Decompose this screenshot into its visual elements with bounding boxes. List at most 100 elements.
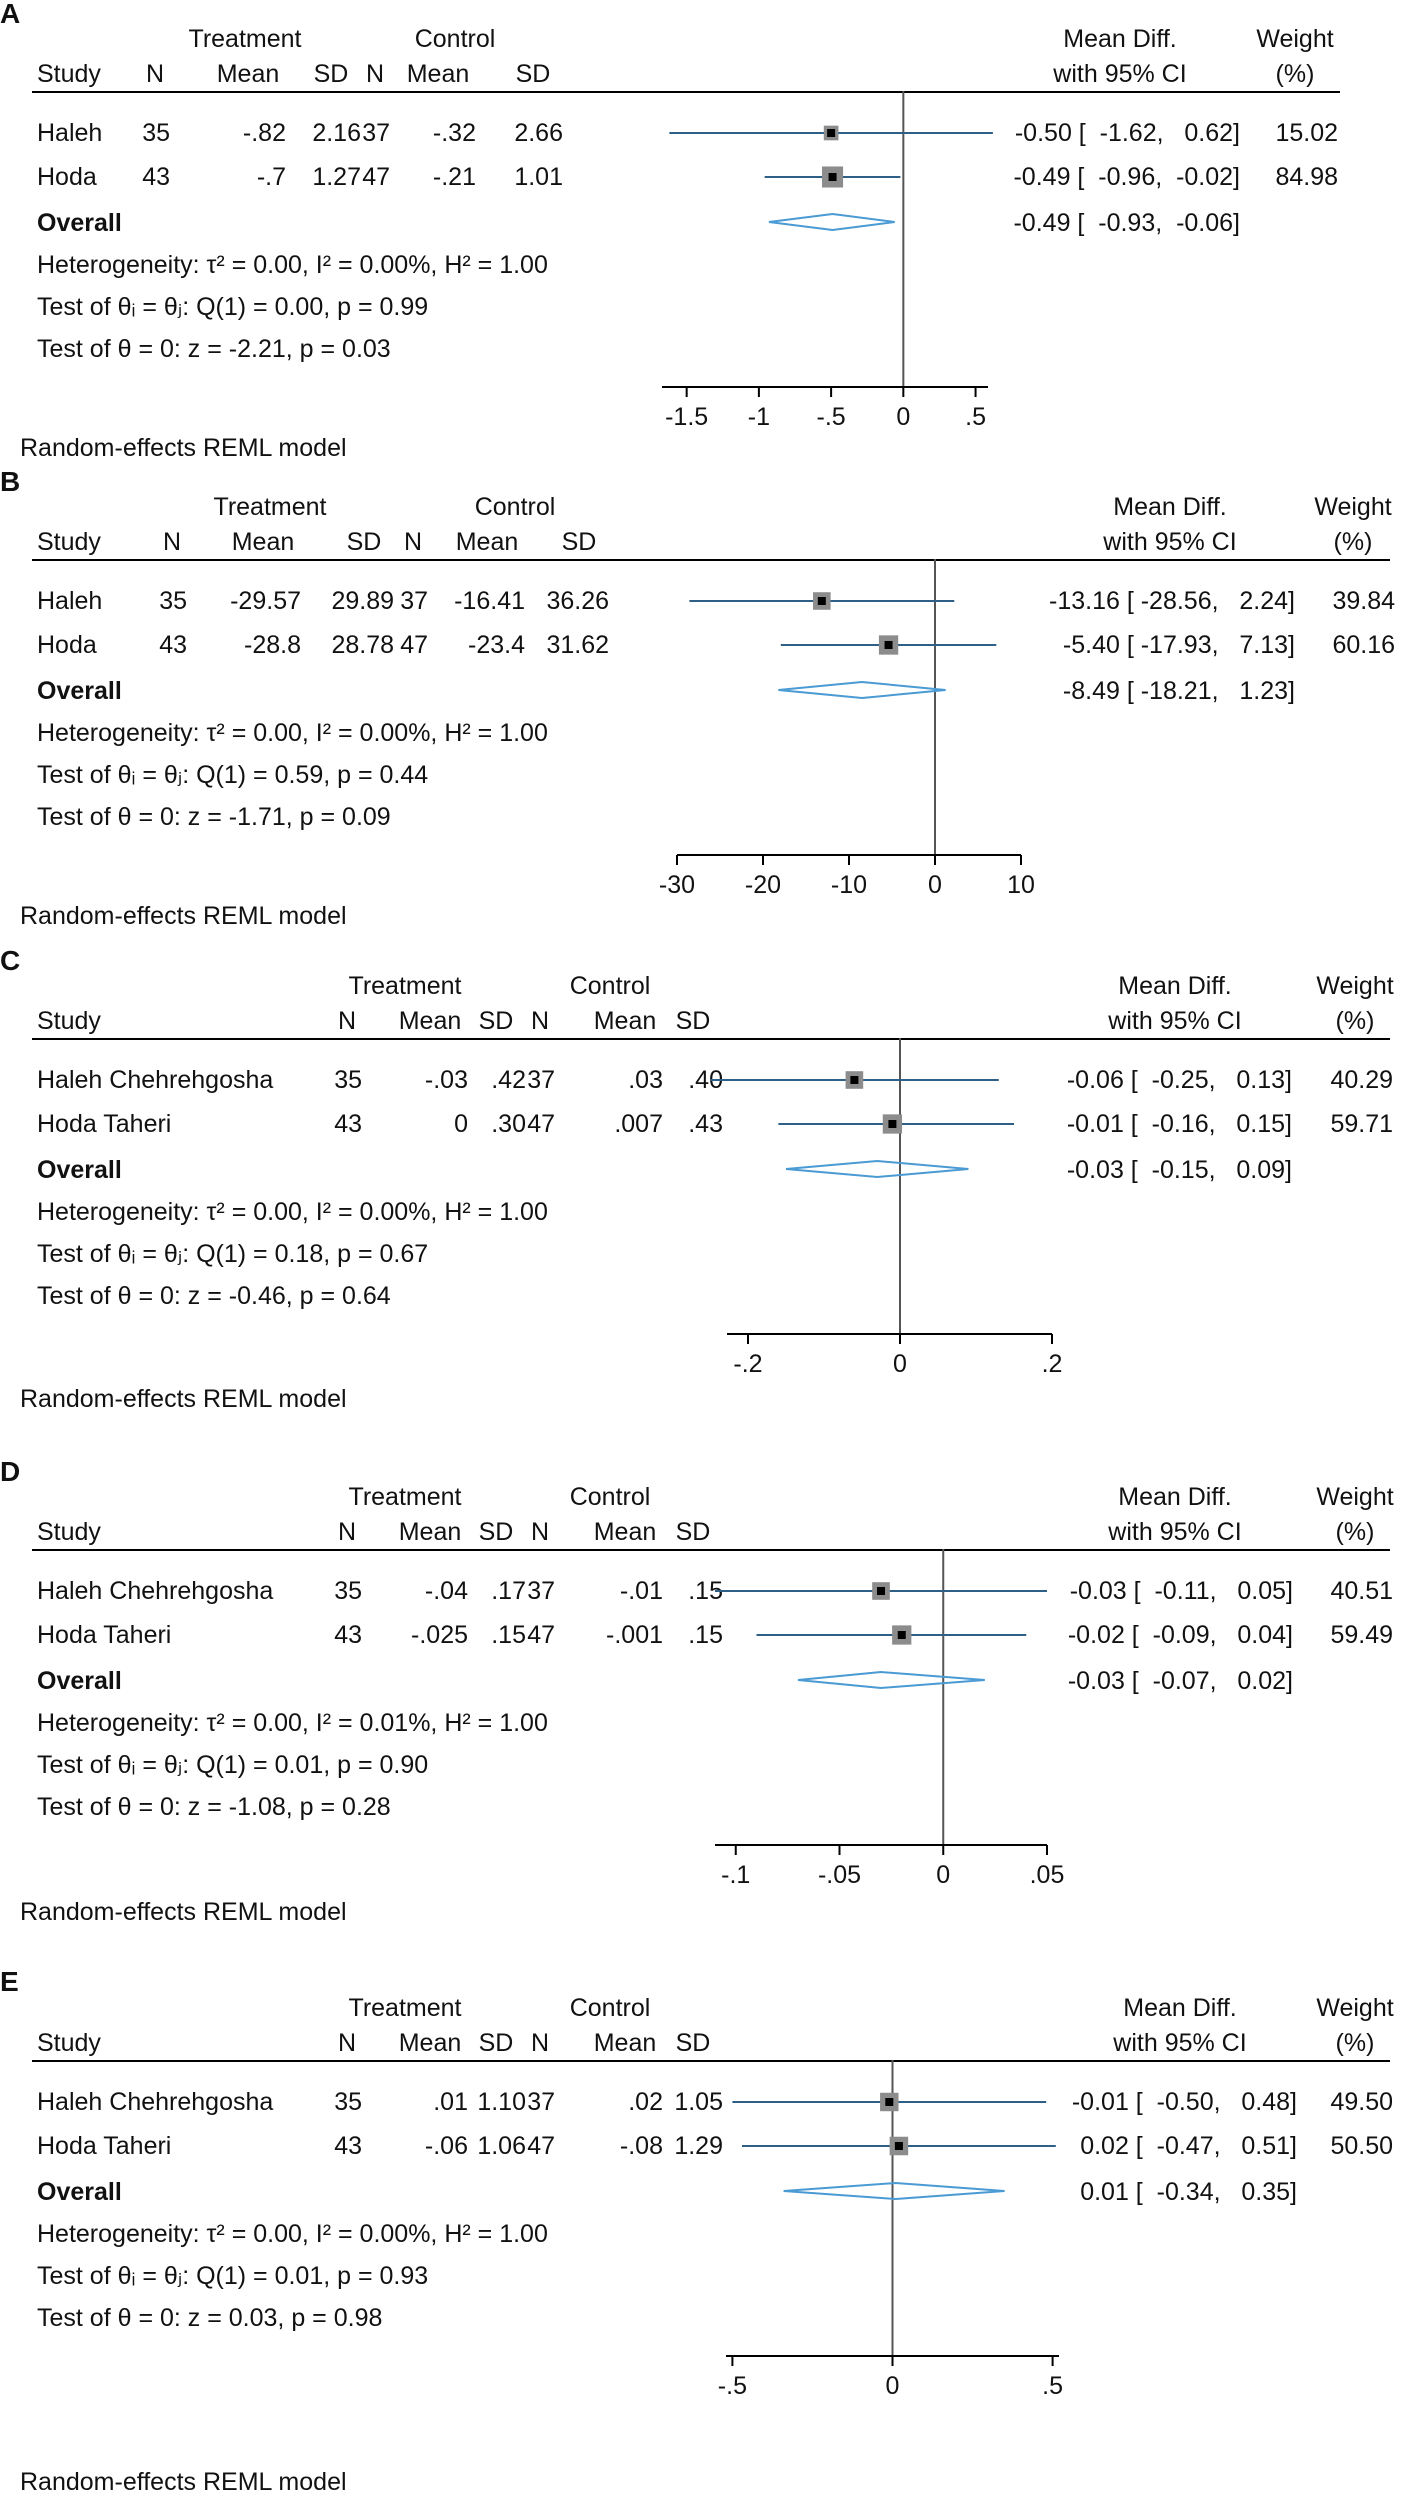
panel-letter: D [0, 1456, 21, 1487]
mean-diff-ci: -0.01 [ -0.16, 0.15] [1066, 1110, 1292, 1138]
header-rule [32, 91, 1340, 93]
mean-diff-ci: -0.06 [ -0.25, 0.13] [1066, 1066, 1292, 1094]
control-mean-header: Mean [593, 1518, 657, 1546]
header-rule [32, 1549, 1390, 1551]
control-n: 47 [527, 1110, 555, 1138]
panel-letter: E [0, 1966, 19, 1997]
treatment-sd: .17 [491, 1577, 526, 1605]
control-header: Control [474, 493, 556, 521]
treatment-mean: -.7 [256, 163, 286, 191]
test-q-text: Test of θᵢ = θⱼ: Q(1) = 0.01, p = 0.90 [37, 1751, 429, 1779]
overall-mean-diff-ci: -8.49 [ -18.21, 1.23] [1062, 677, 1295, 705]
study-point-estimate [884, 641, 893, 649]
forest-plot-panel-a: A Treatment Control Mean Diff. Weight Study N M… [0, 0, 1412, 505]
control-header: Control [569, 1483, 651, 1511]
x-tick-label: -10 [831, 871, 867, 899]
x-tick-label: -1.5 [665, 403, 708, 431]
weight-header: Weight [1316, 1994, 1394, 2022]
mean-diff-ci: -0.02 [ -0.09, 0.04] [1067, 1621, 1293, 1649]
weight-unit-header: (%) [1335, 1007, 1375, 1035]
study-name: Hoda Taheri [37, 1621, 172, 1649]
treatment-sd: 1.10 [477, 2088, 526, 2116]
study-header: Study [37, 2029, 101, 2057]
control-mean: .03 [628, 1066, 663, 1094]
weight-unit-header: (%) [1275, 60, 1315, 88]
x-tick-label: -.1 [721, 1861, 750, 1889]
test-q-text: Test of θᵢ = θⱼ: Q(1) = 0.00, p = 0.99 [37, 293, 429, 321]
control-sd: 1.05 [674, 2088, 723, 2116]
treatment-mean-header: Mean [398, 1007, 462, 1035]
weight-header: Weight [1314, 493, 1392, 521]
study-name: Haleh Chehrehgosha [37, 1066, 274, 1094]
treatment-sd-header: SD [478, 2029, 514, 2057]
control-mean: .007 [614, 1110, 663, 1138]
test-z-text: Test of θ = 0: z = -0.46, p = 0.64 [37, 1282, 391, 1310]
study-name: Haleh Chehrehgosha [37, 1577, 274, 1605]
control-mean: -23.4 [468, 631, 525, 659]
forest-plot-panel-d: D Treatment Control Mean Diff. Weight Study N M… [0, 1458, 1412, 1963]
study-point-estimate [894, 2142, 903, 2150]
treatment-sd: 1.27 [312, 163, 361, 191]
control-n-header: N [365, 60, 385, 88]
control-n-header: N [403, 528, 423, 556]
overall-label: Overall [37, 209, 122, 237]
treatment-mean: -29.57 [230, 587, 301, 615]
treatment-header: Treatment [348, 1994, 462, 2022]
study-name: Hoda Taheri [37, 1110, 172, 1138]
overall-label: Overall [37, 677, 122, 705]
control-sd: .43 [688, 1110, 723, 1138]
treatment-mean: -.04 [424, 1577, 468, 1605]
heterogeneity-text: Heterogeneity: τ² = 0.00, I² = 0.01%, H²… [37, 1709, 548, 1737]
study-point-estimate [827, 129, 836, 137]
control-n: 47 [400, 631, 428, 659]
control-mean: -.01 [619, 1577, 663, 1605]
treatment-sd: 29.89 [331, 587, 394, 615]
forest-plot-graphic: -.1 -.05 0 .05 [715, 1549, 1065, 1889]
control-mean-header: Mean [593, 2029, 657, 2057]
x-tick-label: -1 [748, 403, 770, 431]
x-tick-label: 0 [928, 871, 942, 899]
treatment-n: 43 [334, 1621, 362, 1649]
heterogeneity-text: Heterogeneity: τ² = 0.00, I² = 0.00%, H²… [37, 719, 548, 747]
mean-diff-ci: -0.03 [ -0.11, 0.05] [1069, 1577, 1293, 1605]
x-tick-label: .5 [1042, 2372, 1063, 2400]
treatment-n: 43 [334, 1110, 362, 1138]
overall-diamond [797, 1670, 985, 1690]
treatment-sd-header: SD [478, 1007, 514, 1035]
forest-plot-panel-b: B Treatment Control Mean Diff. Weight Study N M… [0, 468, 1412, 973]
weight-unit-header: (%) [1333, 528, 1373, 556]
study-point-estimate [828, 173, 837, 181]
mean-diff-header: Mean Diff. [1063, 25, 1177, 53]
x-tick-label: 0 [936, 1861, 950, 1889]
mean-diff-ci: -13.16 [ -28.56, 2.24] [1049, 587, 1295, 615]
control-n: 37 [527, 1577, 555, 1605]
treatment-mean-header: Mean [231, 528, 295, 556]
control-sd-header: SD [561, 528, 597, 556]
x-tick-label: .05 [1030, 1861, 1065, 1889]
control-n-header: N [530, 1007, 550, 1035]
study-header: Study [37, 1007, 101, 1035]
study-weight: 84.98 [1275, 163, 1338, 191]
overall-label: Overall [37, 1156, 122, 1184]
forest-plot-graphic: -.5 0 .5 [718, 2060, 1063, 2400]
control-mean: -.08 [619, 2132, 663, 2160]
test-z-text: Test of θ = 0: z = 0.03, p = 0.98 [37, 2304, 383, 2332]
treatment-mean: -28.8 [244, 631, 301, 659]
control-n: 37 [527, 1066, 555, 1094]
control-n: 47 [362, 163, 390, 191]
treatment-sd: 2.16 [312, 119, 361, 147]
study-point-estimate [885, 2098, 894, 2106]
panel-letter: A [0, 0, 21, 29]
study-weight: 60.16 [1332, 631, 1395, 659]
forest-plot-graphic: -.2 0 .2 [710, 1038, 1062, 1378]
x-tick-label: 10 [1007, 871, 1035, 899]
heterogeneity-text: Heterogeneity: τ² = 0.00, I² = 0.00%, H²… [37, 1198, 548, 1226]
heterogeneity-text: Heterogeneity: τ² = 0.00, I² = 0.00%, H²… [37, 2220, 548, 2248]
study-header: Study [37, 1518, 101, 1546]
control-n: 37 [400, 587, 428, 615]
overall-mean-diff-ci: -0.03 [ -0.15, 0.09] [1066, 1156, 1292, 1184]
forest-plot-graphic: -1.5 -1 -.5 0 .5 [662, 91, 993, 431]
treatment-header: Treatment [348, 1483, 462, 1511]
test-q-text: Test of θᵢ = θⱼ: Q(1) = 0.18, p = 0.67 [37, 1240, 429, 1268]
control-mean: -16.41 [454, 587, 525, 615]
